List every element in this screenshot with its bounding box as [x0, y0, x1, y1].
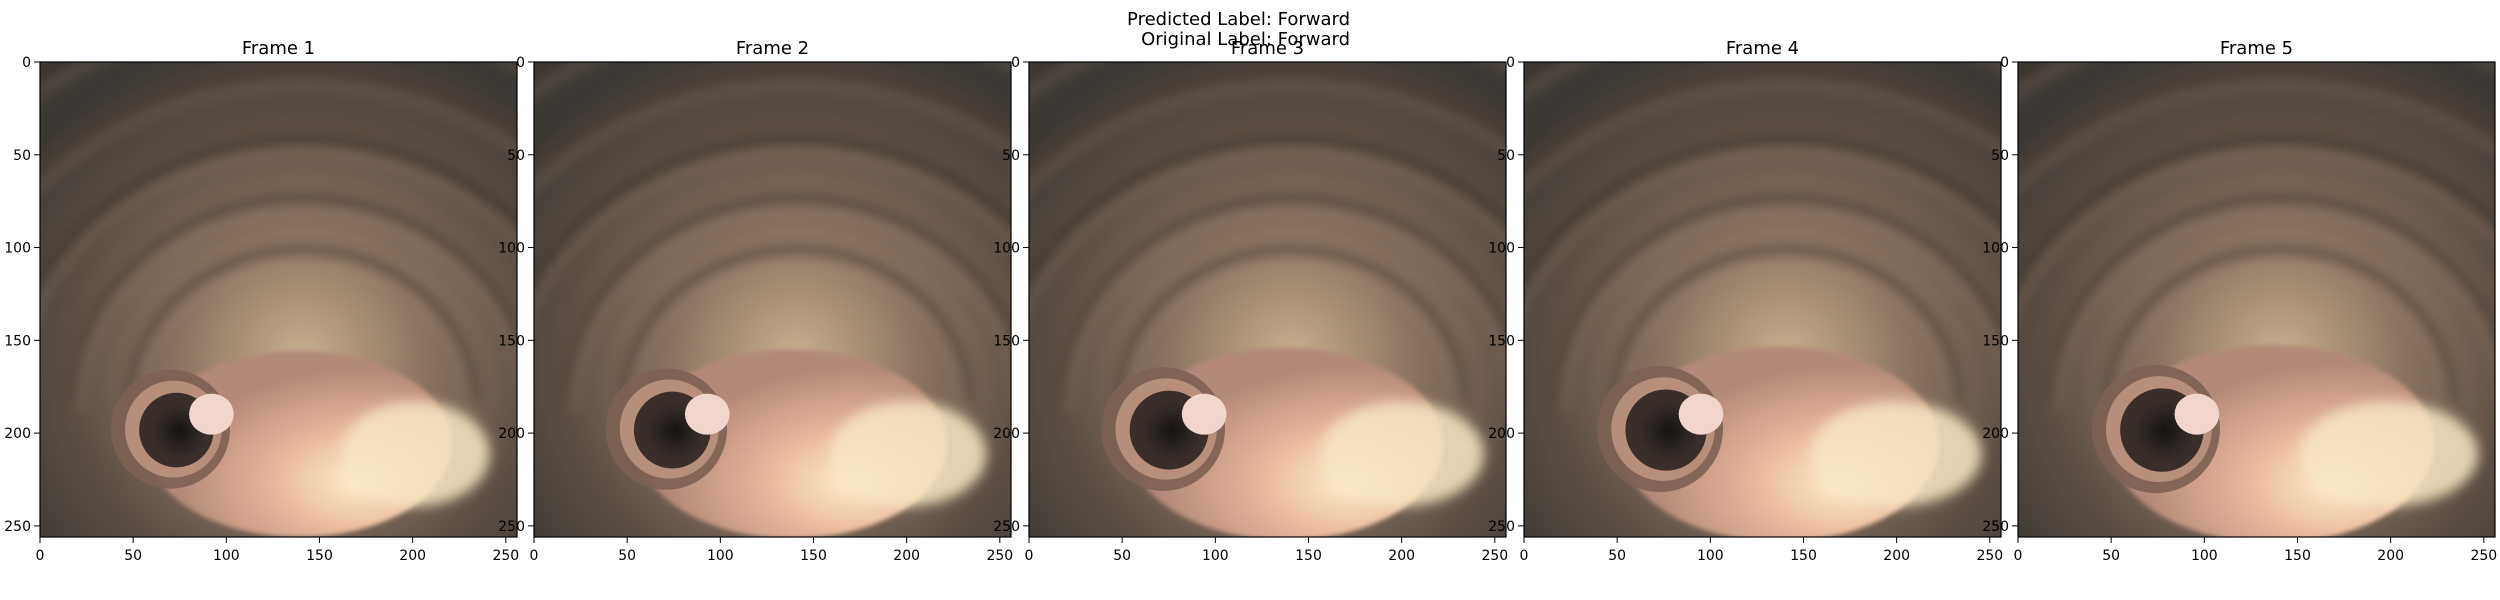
- axes-frame-3: [1028, 61, 1507, 538]
- xtick-label: 50: [1608, 548, 1626, 564]
- frame-panel-4: Frame 4 0 50 100 150 200 250 0 50 100 150 200 250: [1488, 38, 2003, 564]
- axes-frame-1: [39, 61, 518, 538]
- frame-panel-3: Frame 3 0 50 100 150 200 250 0 50 100 150 200 250: [993, 38, 1508, 564]
- xtick-label: 0: [1520, 548, 1529, 564]
- ytick-label: 200: [498, 426, 525, 442]
- xtick-label: 200: [399, 548, 426, 564]
- ytick-label: 150: [993, 333, 1020, 349]
- xtick-label: 150: [800, 548, 827, 564]
- xtick-label: 250: [986, 548, 1013, 564]
- ytick-label: 200: [4, 426, 31, 442]
- ytick-label: 250: [1488, 519, 1515, 535]
- xtick-label: 50: [1113, 548, 1131, 564]
- xtick-label: 100: [707, 548, 734, 564]
- xtick-label: 100: [213, 548, 240, 564]
- ytick-label: 100: [993, 241, 1020, 257]
- ytick-label: 100: [4, 241, 31, 257]
- ytick-label: 100: [1488, 241, 1515, 257]
- xtick-label: 100: [2191, 548, 2218, 564]
- ytick-label: 150: [1488, 333, 1515, 349]
- ytick-label: 0: [2000, 55, 2009, 71]
- axes-frame-2: [533, 61, 1012, 538]
- xtick-label: 0: [2014, 548, 2023, 564]
- colon-image-4: [1524, 62, 2001, 537]
- frame-title-4: Frame 4: [1726, 38, 1799, 59]
- xtick-label: 250: [1481, 548, 1508, 564]
- frame-title-5: Frame 5: [2220, 38, 2293, 59]
- xtick-label: 150: [2284, 548, 2311, 564]
- colon-image-1: [40, 62, 517, 537]
- xtick-label: 50: [618, 548, 636, 564]
- ytick-label: 0: [1506, 55, 1515, 71]
- frame-panel-1: Frame 1 0 50 100 150 200 250 0 50 100 150 200 250: [4, 38, 519, 564]
- xtick-label: 200: [2377, 548, 2404, 564]
- ytick-label: 50: [507, 148, 525, 164]
- colon-image-3: [1029, 62, 1506, 537]
- xtick-label: 100: [1202, 548, 1229, 564]
- ytick-label: 250: [4, 519, 31, 535]
- xtick-label: 150: [306, 548, 333, 564]
- xtick-label: 250: [1976, 548, 2003, 564]
- ytick-label: 0: [1011, 55, 1020, 71]
- colon-image-5: [2018, 62, 2495, 537]
- ytick-label: 0: [22, 55, 31, 71]
- xtick-label: 150: [1790, 548, 1817, 564]
- ytick-label: 100: [1982, 241, 2009, 257]
- xtick-label: 50: [124, 548, 142, 564]
- ytick-label: 150: [1982, 333, 2009, 349]
- frames-panels: Frame 10 50 100 150 200 250050100150200250Fra…: [4, 38, 2497, 564]
- original-label: Original Label: Forward: [1141, 29, 1350, 50]
- ytick-label: 100: [498, 241, 525, 257]
- ytick-label: 200: [993, 426, 1020, 442]
- xtick-label: 0: [36, 548, 45, 564]
- xtick-label: 200: [1883, 548, 1910, 564]
- ytick-label: 250: [993, 519, 1020, 535]
- colon-image-2: [534, 62, 1011, 537]
- ytick-label: 150: [4, 333, 31, 349]
- xtick-label: 150: [1295, 548, 1322, 564]
- ytick-label: 250: [1982, 519, 2009, 535]
- ytick-label: 200: [1982, 426, 2009, 442]
- frame-title-2: Frame 2: [736, 38, 809, 59]
- ytick-label: 50: [13, 148, 31, 164]
- xtick-label: 200: [1388, 548, 1415, 564]
- ytick-label: 250: [498, 519, 525, 535]
- axes-frame-5: [2017, 61, 2496, 538]
- ytick-label: 200: [1488, 426, 1515, 442]
- xtick-label: 0: [530, 548, 539, 564]
- xtick-label: 0: [1025, 548, 1034, 564]
- ytick-label: 0: [516, 55, 525, 71]
- axes-frame-4: [1523, 61, 2002, 538]
- frame-title-3: Frame 3: [1231, 38, 1304, 59]
- frame-title-1: Frame 1: [242, 38, 315, 59]
- xtick-label: 200: [893, 548, 920, 564]
- ytick-label: 50: [1991, 148, 2009, 164]
- ytick-label: 50: [1497, 148, 1515, 164]
- frame-panel-5: Frame 5 0 50 100 150 200 250 0 50 100 150 200 250: [1982, 38, 2497, 564]
- frame-panel-2: Frame 2 0 50 100 150 200 250 0 50 100 150 200 250: [498, 38, 1013, 564]
- ytick-label: 150: [498, 333, 525, 349]
- predicted-label: Predicted Label: Forward: [1127, 9, 1350, 30]
- figure-suptitle: Predicted Label: Forward Original Label:…: [1000, 10, 1350, 50]
- xtick-label: 250: [2470, 548, 2497, 564]
- xtick-label: 100: [1697, 548, 1724, 564]
- ytick-label: 50: [1002, 148, 1020, 164]
- xtick-label: 250: [492, 548, 519, 564]
- xtick-label: 50: [2102, 548, 2120, 564]
